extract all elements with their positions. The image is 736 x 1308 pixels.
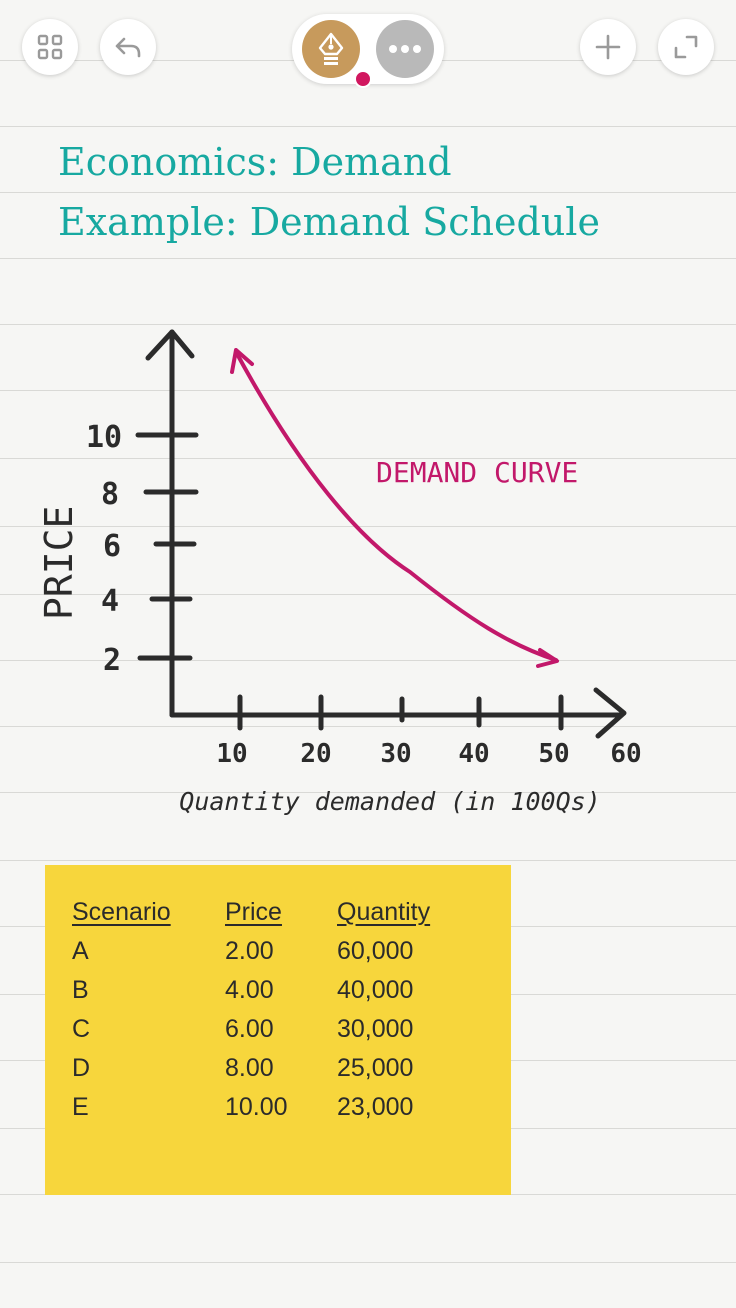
- expand-icon: [674, 35, 698, 59]
- scenario-cell: D: [72, 1054, 91, 1082]
- quantity-cell: 25,000: [337, 1054, 414, 1082]
- demand-curve-sketch: 10 8 6 4 2 PRICE 10 20 30 40 50 60 Quant…: [37, 329, 642, 816]
- table-row: B 4.00 40,000: [72, 971, 477, 1010]
- x-tick-label: 50: [538, 739, 569, 769]
- y-tick-label: 4: [101, 584, 119, 619]
- price-cell: 2.00: [225, 937, 274, 965]
- demand-curve-line: [234, 350, 558, 662]
- scenario-cell: E: [72, 1093, 89, 1121]
- header-scenario: Scenario: [72, 898, 171, 926]
- heading-line-2: Example: Demand Schedule: [58, 200, 600, 244]
- table-header-row: Scenario Price Quantity: [72, 893, 477, 932]
- rule-line: [0, 192, 736, 193]
- rule-line: [0, 526, 736, 527]
- price-cell: 10.00: [225, 1093, 288, 1121]
- y-axis-arrow: [145, 329, 195, 361]
- table-row: A 2.00 60,000: [72, 932, 477, 971]
- price-cell: 6.00: [225, 1015, 274, 1043]
- scenario-cell: A: [72, 937, 89, 965]
- plus-icon: [595, 34, 621, 60]
- x-tick-label: 40: [458, 739, 489, 769]
- demand-schedule-table: Scenario Price Quantity A 2.00 60,000 B …: [72, 893, 477, 1127]
- sticky-note[interactable]: Scenario Price Quantity A 2.00 60,000 B …: [45, 865, 511, 1195]
- add-button[interactable]: [580, 19, 636, 75]
- quantity-cell: 30,000: [337, 1015, 414, 1043]
- header-quantity: Quantity: [337, 898, 431, 926]
- rule-line: [0, 126, 736, 127]
- x-axis-arrow: [593, 687, 627, 739]
- price-cell: 8.00: [225, 1054, 274, 1082]
- quantity-cell: 60,000: [337, 937, 414, 965]
- demand-curve-label: DEMAND CURVE: [376, 456, 578, 489]
- scenario-cell: C: [72, 1015, 91, 1043]
- more-options-button[interactable]: [376, 20, 434, 78]
- header-price: Price: [225, 898, 282, 926]
- pen-tool-button[interactable]: [302, 20, 372, 88]
- x-tick-label: 10: [216, 739, 247, 769]
- price-cell: 4.00: [225, 976, 274, 1004]
- y-tick-label: 6: [103, 529, 121, 564]
- table-row: E 10.00 23,000: [72, 1088, 477, 1127]
- rule-line: [0, 324, 736, 325]
- rule-line: [0, 860, 736, 861]
- rule-line: [0, 594, 736, 595]
- pen-nib-icon: [318, 32, 344, 65]
- x-tick-label: 30: [380, 739, 411, 769]
- rule-line: [0, 1262, 736, 1263]
- y-tick-label: 2: [103, 643, 121, 678]
- rule-line: [0, 258, 736, 259]
- rule-line: [0, 660, 736, 661]
- scenario-cell: B: [72, 976, 89, 1004]
- table-row: C 6.00 30,000: [72, 1010, 477, 1049]
- y-axis-label: PRICE: [37, 506, 81, 620]
- quantity-cell: 23,000: [337, 1093, 414, 1121]
- rule-line: [0, 726, 736, 727]
- rule-line: [0, 458, 736, 459]
- grid-icon: [37, 34, 63, 60]
- grid-view-button[interactable]: [22, 19, 78, 75]
- active-color-dot: [354, 70, 372, 88]
- rule-line: [0, 792, 736, 793]
- x-axis-label: Quantity demanded (in 100Qs): [179, 787, 600, 816]
- quantity-cell: 40,000: [337, 976, 414, 1004]
- rule-line: [0, 390, 736, 391]
- x-tick-label: 20: [300, 739, 331, 769]
- x-tick-label: 60: [610, 739, 641, 769]
- tool-pill: [292, 14, 444, 88]
- table-row: D 8.00 25,000: [72, 1049, 477, 1088]
- curve-arrow-bottom: [536, 648, 559, 668]
- fullscreen-button[interactable]: [658, 19, 714, 75]
- undo-button[interactable]: [100, 19, 156, 75]
- y-tick-label: 10: [86, 420, 122, 455]
- undo-icon: [115, 37, 141, 58]
- curve-arrow-top: [230, 348, 254, 374]
- more-icon: [389, 45, 421, 53]
- y-tick-label: 8: [101, 477, 119, 512]
- heading-line-1: Economics: Demand: [58, 140, 452, 184]
